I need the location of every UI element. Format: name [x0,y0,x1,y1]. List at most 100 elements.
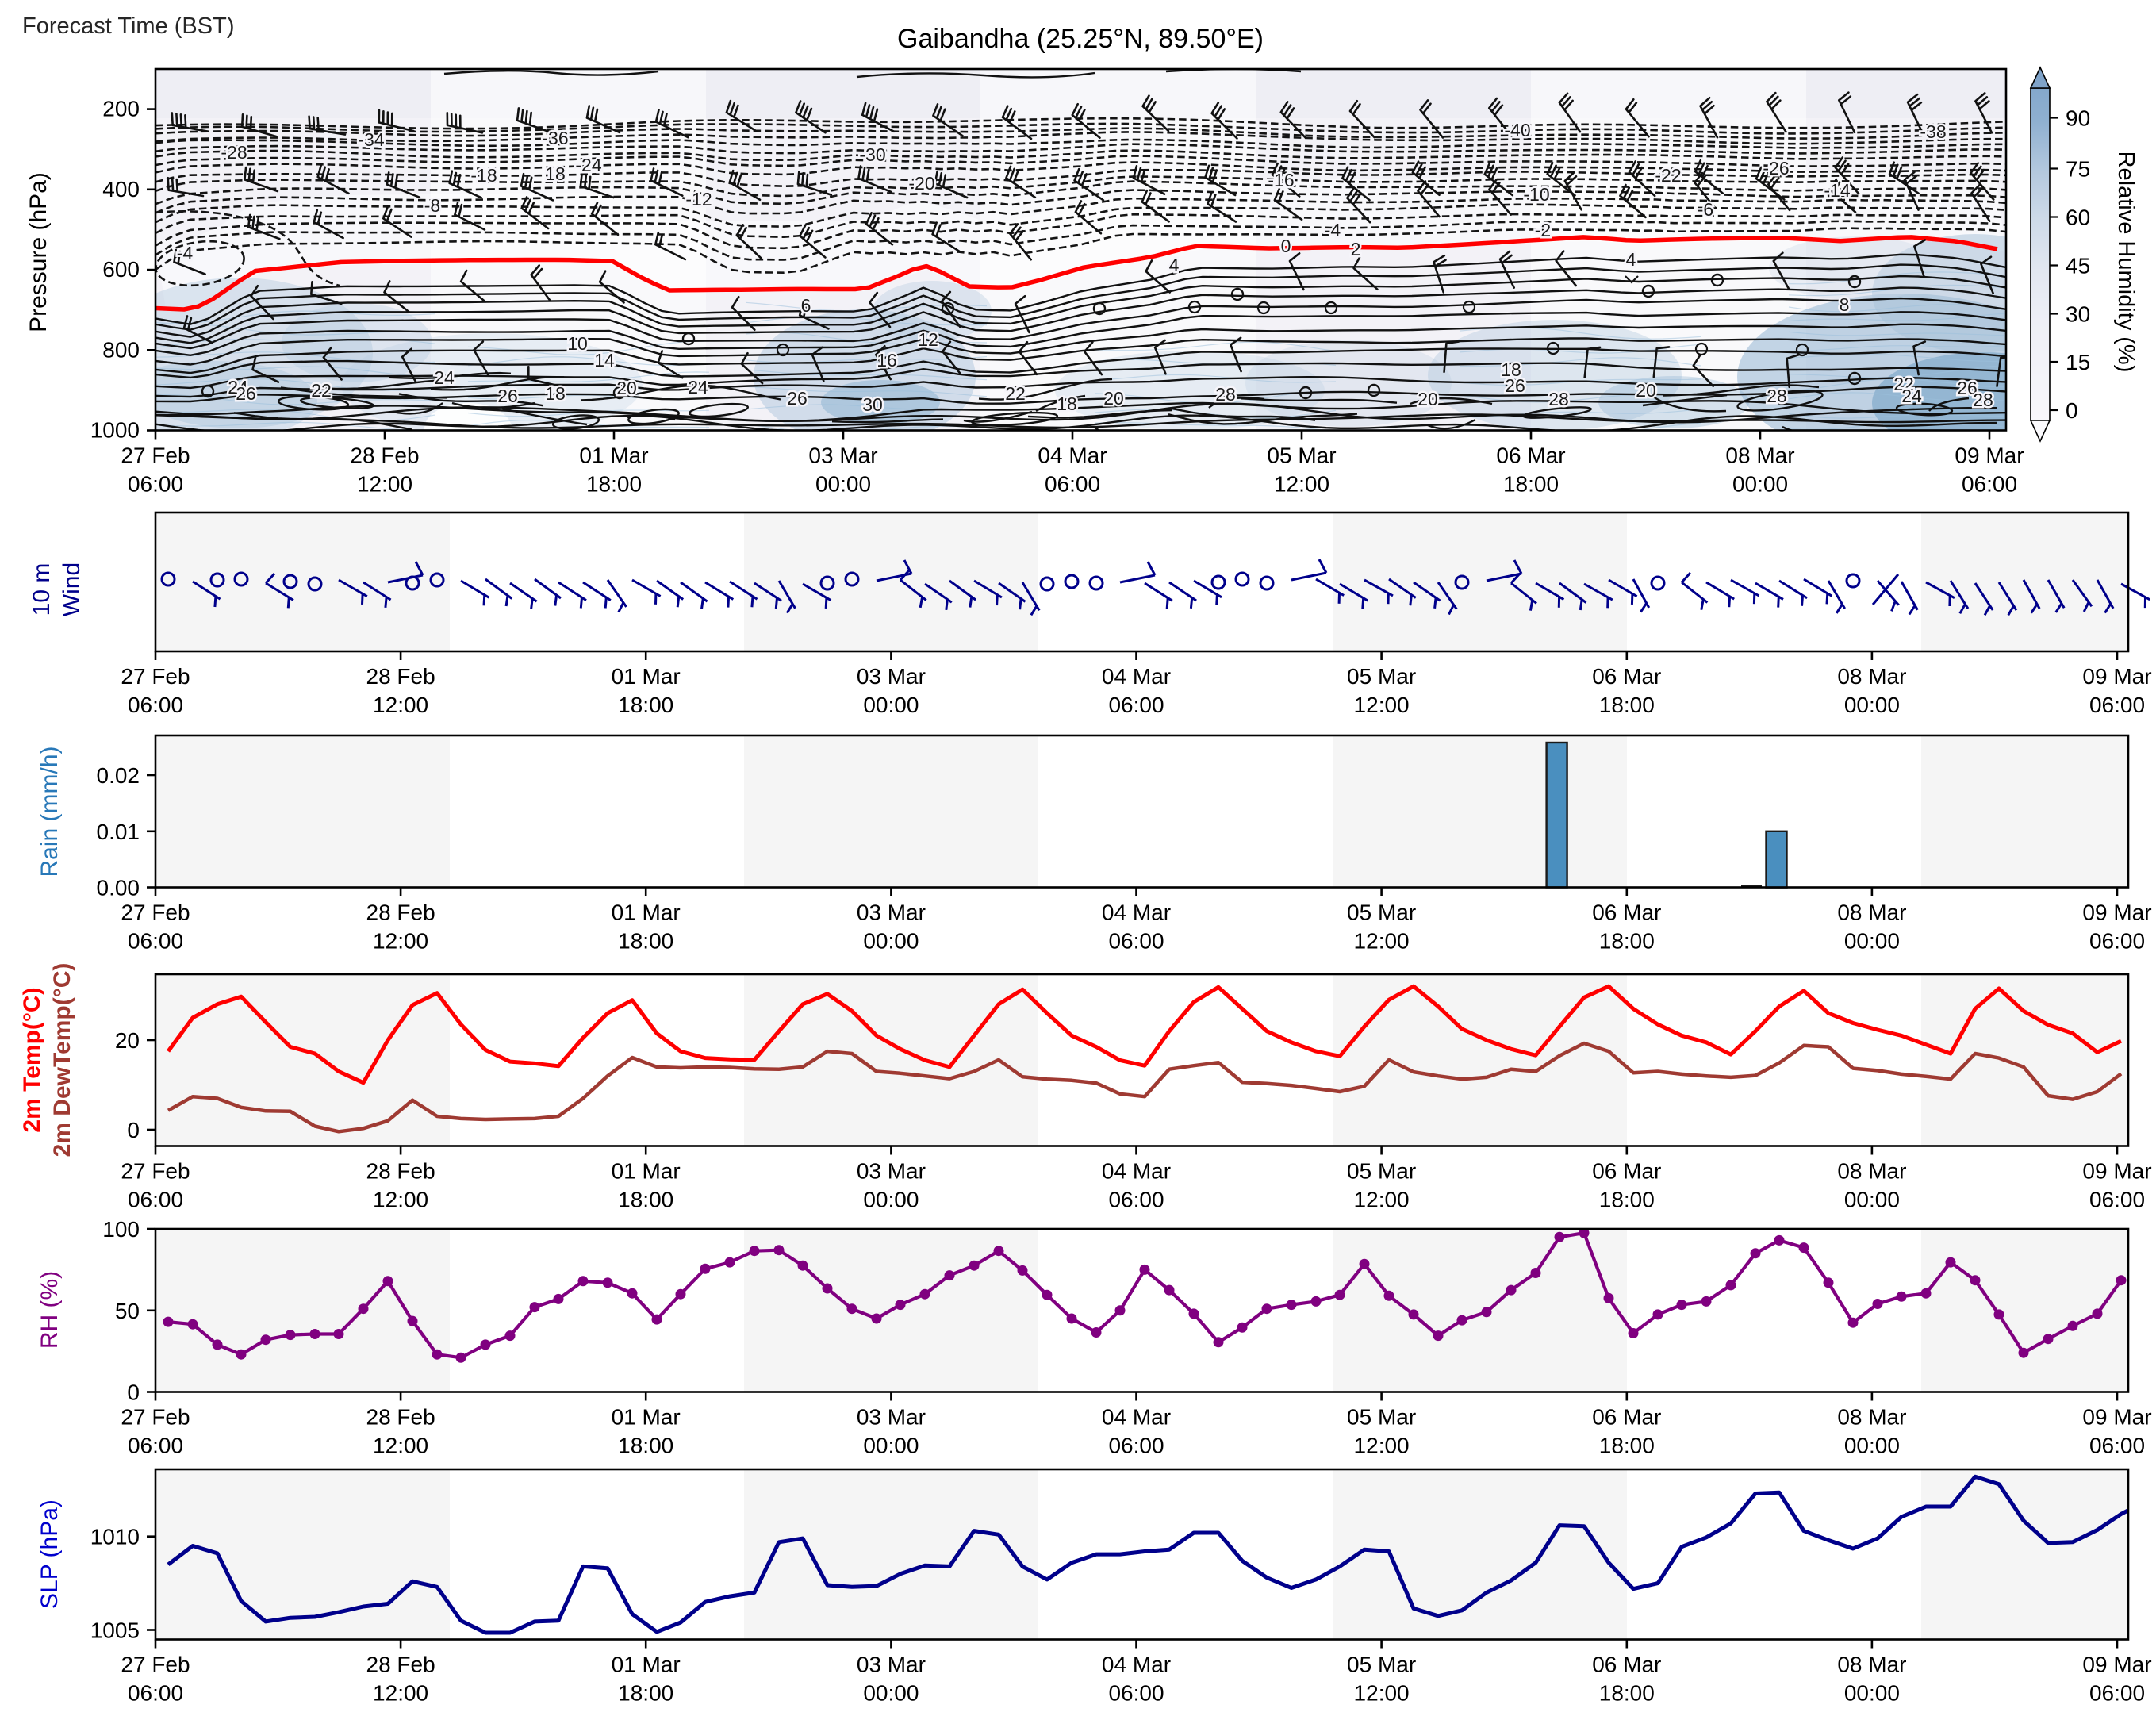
svg-text:06 Mar: 06 Mar [1592,900,1661,925]
svg-text:12:00: 12:00 [373,1434,428,1458]
svg-text:00:00: 00:00 [815,472,871,497]
svg-text:28: 28 [1767,386,1787,406]
svg-text:06:00: 06:00 [128,693,183,717]
svg-text:05 Mar: 05 Mar [1347,1653,1416,1677]
svg-text:12:00: 12:00 [1354,1188,1410,1212]
svg-text:00:00: 00:00 [1844,1434,1900,1458]
svg-text:0.01: 0.01 [97,820,140,844]
svg-text:Gaibandha (25.25°N, 89.50°E): Gaibandha (25.25°N, 89.50°E) [897,24,1264,54]
svg-text:27 Feb: 27 Feb [121,900,190,925]
svg-text:-16: -16 [1268,170,1294,190]
svg-text:00:00: 00:00 [863,1434,919,1458]
svg-text:-14: -14 [1824,180,1850,201]
svg-text:-22: -22 [1655,165,1681,186]
svg-text:20: 20 [616,378,637,398]
svg-text:09 Mar: 09 Mar [2082,664,2151,689]
svg-text:04 Mar: 04 Mar [1102,1653,1171,1677]
svg-text:18:00: 18:00 [1599,1681,1655,1706]
svg-text:04 Mar: 04 Mar [1038,443,1107,468]
svg-text:06 Mar: 06 Mar [1592,1653,1661,1677]
svg-text:15: 15 [2066,350,2090,374]
svg-text:06:00: 06:00 [128,929,183,954]
svg-text:27 Feb: 27 Feb [121,1159,190,1184]
svg-text:04 Mar: 04 Mar [1102,1159,1171,1184]
svg-text:27 Feb: 27 Feb [121,1653,190,1677]
svg-text:18:00: 18:00 [1503,472,1559,497]
svg-text:12:00: 12:00 [1354,1681,1410,1706]
svg-text:01 Mar: 01 Mar [579,443,648,468]
svg-text:06:00: 06:00 [1045,472,1100,497]
svg-text:0: 0 [2066,398,2078,423]
svg-text:03 Mar: 03 Mar [857,664,926,689]
svg-text:01 Mar: 01 Mar [612,900,681,925]
svg-text:03 Mar: 03 Mar [857,1159,926,1184]
svg-text:06:00: 06:00 [128,1681,183,1706]
svg-text:-2: -2 [1535,220,1551,240]
svg-text:45: 45 [2066,254,2090,278]
svg-text:18:00: 18:00 [1599,929,1655,954]
svg-text:1005: 1005 [90,1618,140,1643]
svg-text:18:00: 18:00 [618,1681,673,1706]
svg-text:400: 400 [102,177,140,202]
svg-text:05 Mar: 05 Mar [1347,664,1416,689]
svg-text:05 Mar: 05 Mar [1347,1159,1416,1184]
svg-text:0.00: 0.00 [97,876,140,900]
svg-text:12:00: 12:00 [1354,929,1410,954]
svg-text:06 Mar: 06 Mar [1592,664,1661,689]
svg-text:2m DewTemp(°C): 2m DewTemp(°C) [49,963,75,1158]
svg-text:08 Mar: 08 Mar [1837,1159,1906,1184]
svg-text:08 Mar: 08 Mar [1725,443,1794,468]
svg-text:26: 26 [236,383,256,404]
svg-text:28: 28 [1973,390,1993,410]
svg-text:12:00: 12:00 [373,1188,428,1212]
svg-text:-40: -40 [1504,120,1530,140]
svg-text:0: 0 [1281,236,1291,256]
svg-text:8: 8 [1840,294,1850,315]
svg-text:-10: -10 [1523,184,1549,205]
svg-text:00:00: 00:00 [863,1188,919,1212]
svg-text:06:00: 06:00 [1108,1681,1164,1706]
svg-text:18: 18 [545,163,566,184]
svg-text:200: 200 [102,97,140,121]
svg-text:28 Feb: 28 Feb [350,443,419,468]
svg-text:90: 90 [2066,106,2090,131]
svg-text:00:00: 00:00 [1844,1681,1900,1706]
svg-text:26: 26 [497,386,518,406]
svg-text:18: 18 [545,383,566,404]
svg-text:26: 26 [787,388,808,409]
svg-text:06:00: 06:00 [128,1434,183,1458]
svg-text:12:00: 12:00 [1354,1434,1410,1458]
svg-text:06:00: 06:00 [1108,1188,1164,1212]
svg-text:26: 26 [1505,375,1525,396]
svg-text:-30: -30 [859,144,885,165]
svg-text:09 Mar: 09 Mar [2082,900,2151,925]
svg-text:06:00: 06:00 [128,1188,183,1212]
svg-text:30: 30 [2066,302,2090,327]
svg-text:24: 24 [434,367,455,388]
svg-text:28 Feb: 28 Feb [366,664,435,689]
svg-text:Wind: Wind [59,562,85,616]
svg-text:12:00: 12:00 [373,693,428,717]
svg-text:10: 10 [567,333,588,354]
svg-text:0: 0 [127,1118,140,1142]
svg-text:-28: -28 [221,142,247,163]
svg-text:0: 0 [127,1380,140,1405]
svg-text:00:00: 00:00 [863,1681,919,1706]
svg-text:12:00: 12:00 [1354,693,1410,717]
svg-text:16: 16 [877,350,897,370]
svg-text:18:00: 18:00 [1599,1434,1655,1458]
svg-text:28: 28 [1215,384,1236,405]
svg-text:18: 18 [1057,394,1077,414]
svg-text:-4: -4 [177,243,194,263]
svg-text:28 Feb: 28 Feb [366,1405,435,1430]
svg-text:10 m: 10 m [29,563,55,616]
svg-text:05 Mar: 05 Mar [1347,900,1416,925]
svg-text:22: 22 [1005,383,1026,404]
svg-text:-18: -18 [470,165,497,186]
svg-text:800: 800 [102,337,140,362]
svg-text:12:00: 12:00 [1274,472,1329,497]
svg-text:12:00: 12:00 [373,1681,428,1706]
svg-text:-36: -36 [542,128,568,148]
svg-text:4: 4 [1626,249,1636,270]
svg-text:0.02: 0.02 [97,763,140,788]
